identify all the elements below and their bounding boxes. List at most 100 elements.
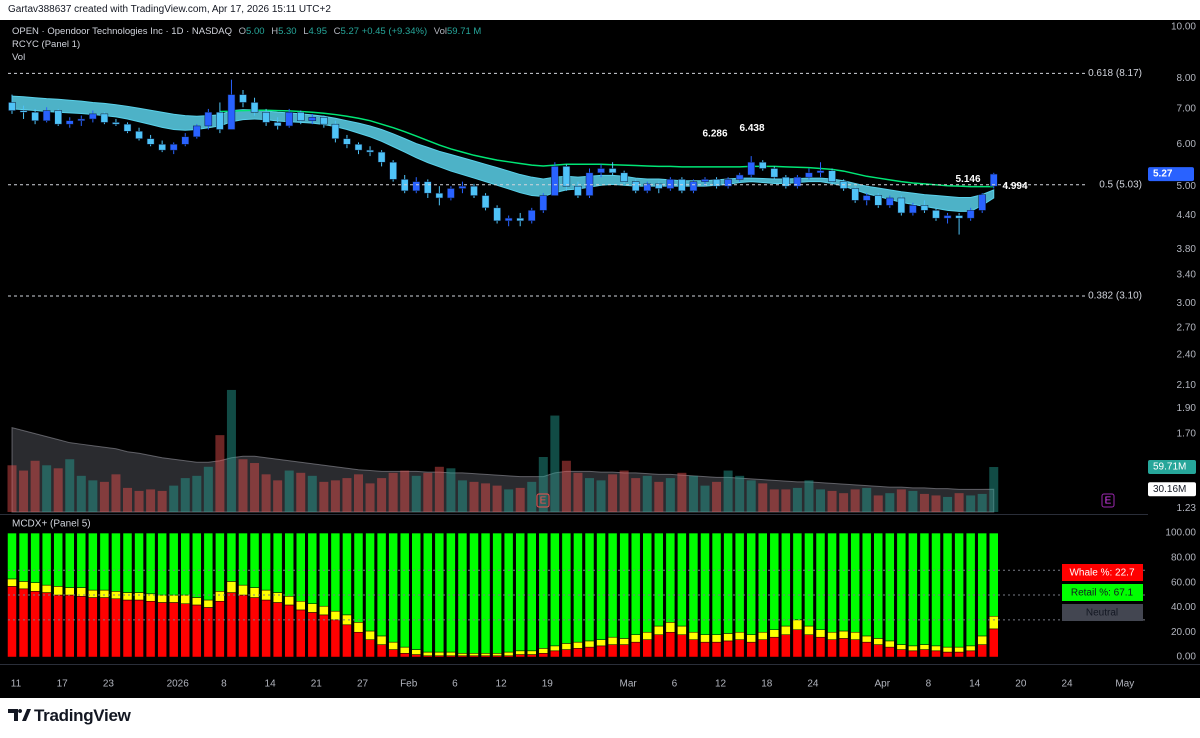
symbol-legend: OPEN · Opendoor Technologies Inc · 1D · … — [12, 25, 481, 64]
mcdx-bar — [607, 644, 618, 658]
earnings-label: E — [1105, 496, 1112, 507]
mcdx-bar — [192, 597, 202, 606]
volume-bar — [319, 481, 329, 512]
candle-body — [320, 117, 328, 125]
mcdx-bar — [792, 532, 803, 621]
mcdx-bar — [769, 532, 780, 631]
volume-bar — [781, 489, 791, 512]
mcdx-bar — [815, 532, 826, 631]
mcdx-bar — [954, 532, 964, 648]
volume-bar — [585, 478, 594, 512]
ohlc-key: L — [303, 26, 309, 37]
mcdx-bar — [203, 607, 214, 658]
mcdx-bar — [677, 625, 687, 635]
last-price-label: 5.27 — [1153, 169, 1173, 180]
mcdx-bar — [746, 634, 756, 643]
mcdx-bar — [861, 635, 872, 643]
volume-bar — [700, 485, 710, 512]
volume-bar — [53, 468, 63, 512]
mcdx-bar — [272, 532, 283, 593]
mcdx-bar — [989, 532, 999, 617]
mcdx-bar — [677, 532, 687, 627]
rcyc-signal — [219, 109, 994, 188]
mcdx-bar — [550, 645, 560, 652]
candle-body — [909, 205, 917, 214]
y-tick-label: 6.00 — [1177, 139, 1197, 150]
volume-bar — [896, 489, 906, 512]
mcdx-bar — [942, 651, 953, 658]
mcdx-bar — [284, 596, 294, 606]
x-tick-label: May — [1115, 679, 1134, 690]
candle-body — [331, 123, 340, 139]
candle-body — [470, 185, 478, 196]
candle-body — [435, 192, 444, 199]
mcdx-bar — [919, 532, 930, 645]
candle-body — [227, 94, 236, 130]
candle-body — [539, 195, 548, 211]
volume-key: Vol — [433, 26, 448, 37]
mcdx-bar — [908, 650, 918, 658]
mcdx-bar — [654, 625, 664, 635]
legend-box — [1062, 584, 1143, 601]
x-tick-label: Feb — [400, 679, 418, 690]
mcdx-bar — [965, 650, 976, 658]
volume-label-box — [1148, 482, 1196, 497]
mcdx-bar — [30, 591, 40, 658]
mcdx-bar — [665, 622, 676, 633]
mcdx-bar — [861, 641, 872, 658]
candle-body — [343, 138, 351, 145]
x-tick-label: 27 — [357, 679, 369, 690]
mcdx-bar — [111, 532, 121, 592]
mcdx-bar — [977, 532, 987, 637]
x-tick-label: 6 — [452, 679, 458, 690]
volume-bar — [746, 480, 756, 512]
volume-bar — [862, 487, 872, 512]
mcdx-bar — [989, 615, 999, 630]
candle-body — [504, 217, 513, 222]
price-annotation: 5.146 — [955, 174, 980, 185]
mcdx-bar — [249, 597, 260, 658]
mcdx-bar — [792, 629, 803, 658]
mcdx-bar — [838, 532, 849, 632]
volume-bar — [712, 481, 722, 512]
candle-body — [204, 111, 213, 127]
mcdx-bar — [376, 532, 387, 637]
mcdx-bar — [122, 592, 133, 601]
candle-body — [585, 172, 594, 196]
mcdx-bar — [573, 641, 583, 649]
volume-bar — [827, 490, 837, 512]
mcdx-bar — [734, 631, 745, 640]
mcdx-bar — [711, 532, 722, 635]
mcdx-bar — [238, 532, 248, 586]
candle-body — [874, 195, 882, 206]
mcdx-bar — [977, 635, 987, 645]
candle-body — [920, 205, 929, 211]
volume-bar — [203, 466, 213, 512]
candle-body — [666, 179, 675, 189]
y-tick-label: 1.70 — [1177, 429, 1197, 440]
mcdx-bar — [885, 532, 895, 642]
candle-body — [978, 194, 986, 211]
volume-bar — [377, 478, 387, 512]
candle-body — [655, 183, 663, 189]
mcdx-bar — [931, 645, 941, 652]
mcdx-bar — [711, 634, 722, 643]
mcdx-bar — [122, 532, 133, 593]
mcdx-bar — [180, 532, 190, 596]
mcdx-bar — [330, 532, 341, 612]
y-tick-label: 10.00 — [1171, 22, 1196, 33]
mcdx-bar — [700, 641, 710, 658]
mcdx-bar — [861, 532, 872, 637]
mcdx-bar — [99, 589, 110, 598]
candle-body — [262, 111, 270, 123]
mcdx-bar — [88, 589, 98, 598]
mcdx-bar — [596, 645, 606, 658]
mcdx-bar — [827, 631, 837, 640]
mcdx-bar — [342, 532, 352, 616]
candle-body — [897, 197, 906, 214]
mcdx-bar — [850, 639, 860, 658]
mcdx-bar — [619, 532, 629, 639]
volume-bar — [804, 480, 814, 512]
volume-bar — [273, 480, 283, 512]
mcdx-bar — [781, 634, 791, 658]
